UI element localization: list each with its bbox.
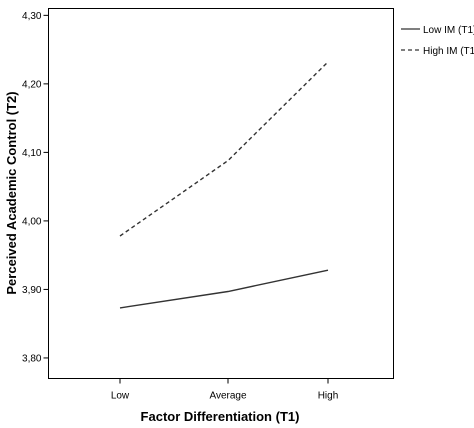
y-tick-label: 4,30 xyxy=(22,11,42,22)
y-axis-title: Perceived Academic Control (T2) xyxy=(4,91,19,294)
legend-label-high-im: High IM (T1) xyxy=(423,46,474,57)
legend: Low IM (T1) High IM (T1) xyxy=(401,25,474,57)
series-lines xyxy=(119,61,329,309)
x-axis: Low Average High xyxy=(111,378,339,402)
y-tick-label: 4,10 xyxy=(22,148,42,159)
series-line-high-im xyxy=(119,61,329,237)
y-tick-label: 3,80 xyxy=(22,353,42,364)
legend-label-low-im: Low IM (T1) xyxy=(423,25,474,36)
x-tick-label: Average xyxy=(209,391,247,402)
x-tick-label: Low xyxy=(111,391,130,402)
plot-area xyxy=(48,8,394,379)
series-line-low-im xyxy=(119,269,329,309)
x-axis-title: Factor Differentiation (T1) xyxy=(141,409,300,424)
y-tick-label: 4,00 xyxy=(22,216,42,227)
y-axis: 3,80 3,90 4,00 4,10 4,20 4,30 xyxy=(22,11,49,364)
y-tick-label: 4,20 xyxy=(22,79,42,90)
x-tick-label: High xyxy=(318,391,339,402)
y-tick-label: 3,90 xyxy=(22,285,42,296)
